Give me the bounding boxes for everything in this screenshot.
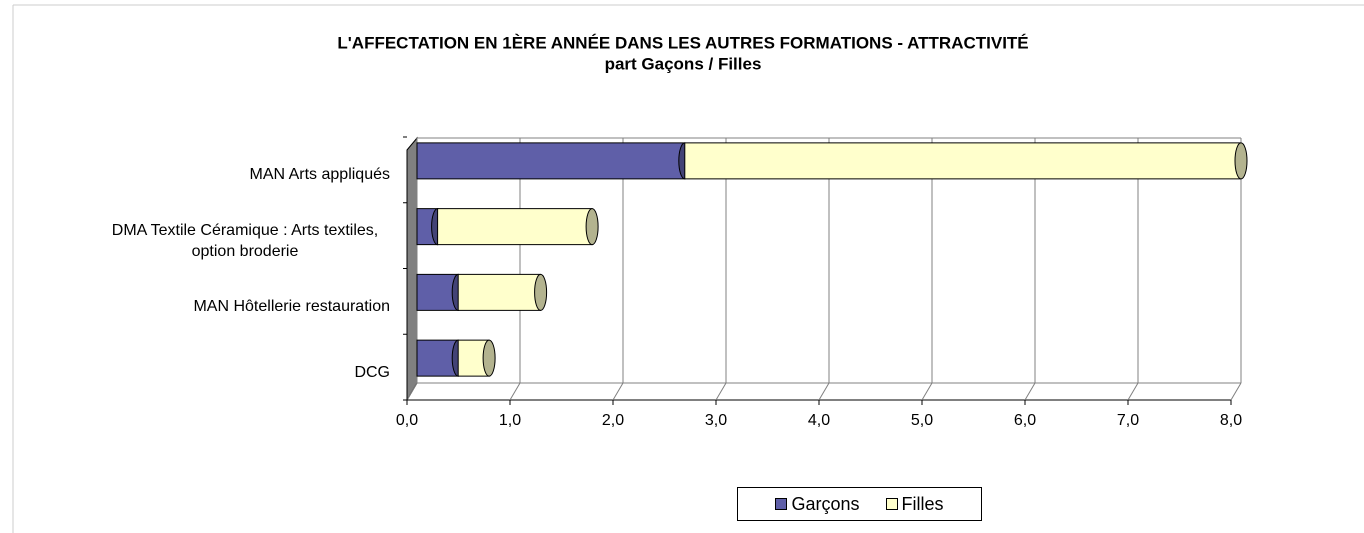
x-tick-label: 4,0 — [808, 412, 830, 429]
floor-grid-line — [921, 382, 933, 401]
floor-grid-line — [818, 382, 830, 401]
y-tick-label: MAN Hôtellerie restauration — [193, 297, 390, 315]
bar — [684, 142, 1242, 180]
bar — [416, 273, 459, 311]
legend-item: Garçons — [775, 493, 860, 515]
y-tick-label: DMA Textile Céramique : Arts textiles, o… — [111, 221, 379, 260]
x-tick-label: 1,0 — [499, 412, 521, 429]
bar-cap — [585, 208, 599, 246]
legend-swatch — [885, 497, 898, 510]
bar-cap — [534, 273, 548, 311]
y-tick-label: DCG — [354, 363, 390, 381]
legend-item: Filles — [885, 493, 944, 515]
x-tick-label: 2,0 — [602, 412, 624, 429]
floor-grid-line — [715, 382, 727, 401]
floor-grid-line — [509, 382, 521, 401]
legend-swatch — [775, 497, 788, 510]
side-wall — [406, 136, 418, 402]
floor-grid-line — [612, 382, 624, 401]
bar — [437, 208, 593, 246]
bar — [416, 339, 459, 377]
x-tick-label: 5,0 — [911, 412, 933, 429]
bar-cap — [482, 339, 496, 377]
chart-subtitle: part Gaçons / Filles — [605, 54, 762, 73]
legend-label: Garçons — [791, 493, 860, 514]
legend-label: Filles — [901, 493, 944, 514]
x-tick-label: 0,0 — [396, 412, 418, 429]
y-tick-label: MAN Arts appliqués — [249, 166, 390, 184]
bar — [416, 142, 686, 180]
legend: Garçons Filles — [737, 487, 982, 521]
category-box: MAN Arts appliqués — [60, 145, 390, 205]
x-tick-label: 6,0 — [1014, 412, 1036, 429]
bar — [457, 273, 542, 311]
floor-grid-line — [1230, 382, 1242, 401]
floor-grid-line — [1024, 382, 1036, 401]
category-box: DCG — [60, 342, 390, 402]
chart-title: L'AFFECTATION EN 1ÈRE ANNÉE DANS LES AUT… — [337, 33, 1028, 52]
floor-grid-line — [406, 382, 418, 401]
x-tick-label: 3,0 — [705, 412, 727, 429]
category-box: MAN Hôtellerie restauration — [60, 276, 390, 336]
x-tick-label: 7,0 — [1117, 412, 1139, 429]
floor-grid-line — [1127, 382, 1139, 401]
category-box: DMA Textile Céramique : Arts textiles, o… — [60, 211, 390, 271]
x-tick-label: 8,0 — [1220, 412, 1242, 429]
bar-cap — [1234, 142, 1248, 180]
